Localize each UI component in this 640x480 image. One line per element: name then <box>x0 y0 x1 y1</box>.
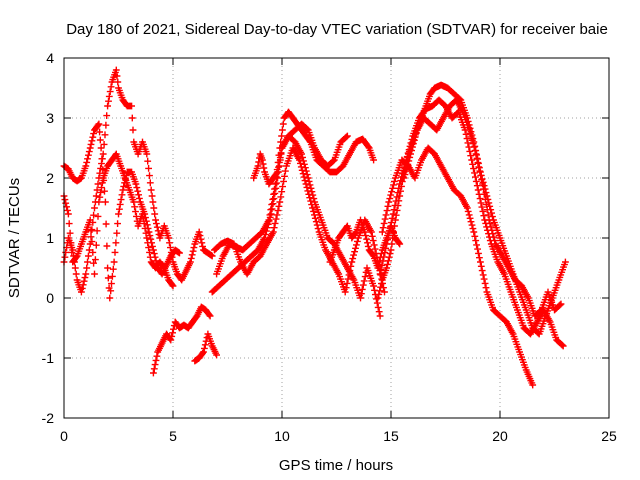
data-point-marks <box>378 144 537 389</box>
y-tick-label: 0 <box>46 290 54 306</box>
data-points <box>60 66 569 389</box>
series-track-11 <box>374 81 569 338</box>
x-tick-label: 25 <box>601 428 617 444</box>
series-track-8 <box>211 144 388 296</box>
tick-labels: 0 5 10 15 20 25 -2 -1 0 1 2 3 4 <box>42 50 617 444</box>
data-point-marks <box>191 330 220 365</box>
y-tick-label: -1 <box>42 350 55 366</box>
y-tick-label: 4 <box>46 50 54 66</box>
x-tick-label: 0 <box>60 428 68 444</box>
data-point-marks <box>400 96 565 320</box>
x-tick-label: 15 <box>383 428 399 444</box>
series-track-9 <box>250 120 351 188</box>
data-point-marks <box>150 303 214 377</box>
x-tick-label: 20 <box>492 428 508 444</box>
series-track-4 <box>150 303 214 377</box>
data-point-marks <box>211 144 388 296</box>
series-track-13 <box>378 144 537 389</box>
data-point-marks <box>250 120 351 188</box>
plot-frame <box>63 57 610 419</box>
data-point-marks <box>374 81 569 338</box>
y-tick-label: 3 <box>46 110 54 126</box>
x-tick-label: 10 <box>274 428 290 444</box>
x-tick-label: 5 <box>169 428 177 444</box>
chart-title: Day 180 of 2021, Sidereal Day-to-day VTE… <box>66 21 608 38</box>
y-tick-label: -2 <box>42 410 55 426</box>
series-track-5 <box>191 330 220 365</box>
y-tick-label: 1 <box>46 230 54 246</box>
series-track-14 <box>400 96 565 320</box>
y-tick-label: 2 <box>46 170 54 186</box>
y-axis-label: SDTVAR / TECUs <box>6 178 23 298</box>
x-axis-label: GPS time / hours <box>279 457 393 474</box>
